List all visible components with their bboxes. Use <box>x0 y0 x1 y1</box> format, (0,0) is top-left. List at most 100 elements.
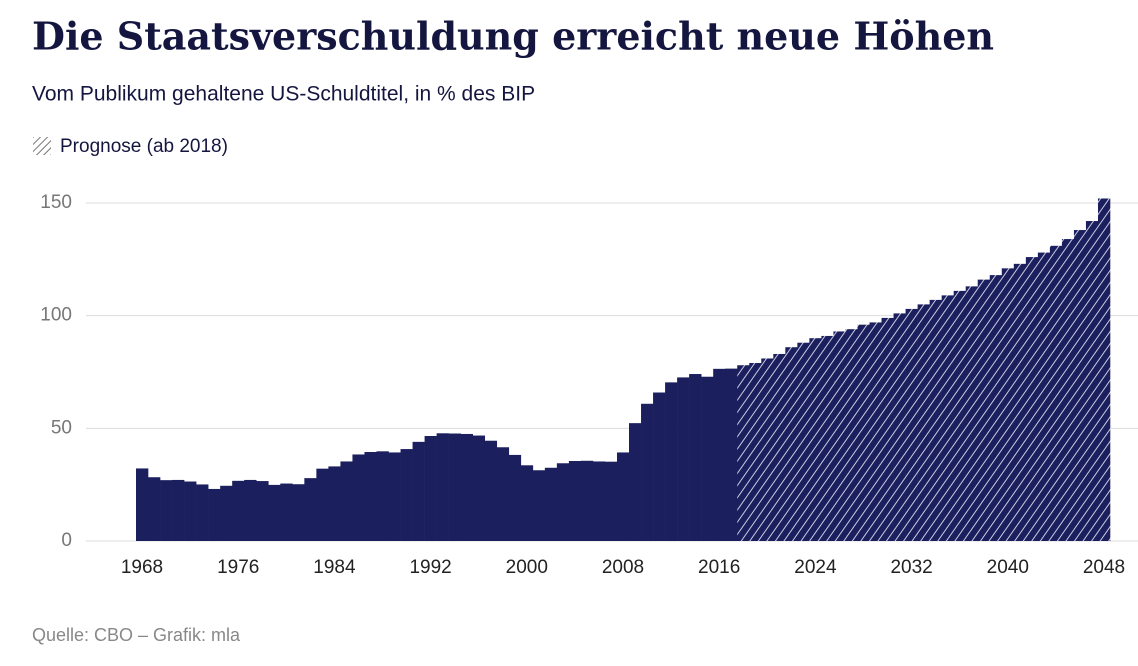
y-tick-label: 0 <box>61 530 72 551</box>
x-tick-label: 1976 <box>217 557 259 578</box>
bar <box>400 449 413 541</box>
bar <box>737 365 750 541</box>
x-tick-label: 2032 <box>890 557 932 578</box>
bar <box>713 368 726 541</box>
x-tick-label: 2008 <box>602 557 644 578</box>
bar <box>869 322 882 541</box>
bar <box>1049 245 1063 541</box>
bar <box>292 484 305 541</box>
bar <box>941 295 954 541</box>
bar <box>364 451 377 541</box>
bar <box>725 368 738 541</box>
bar <box>1037 252 1051 541</box>
bar <box>905 308 918 541</box>
x-tick-label: 2048 <box>1083 557 1125 578</box>
bar <box>821 335 834 541</box>
bar <box>749 362 762 541</box>
chart-title: Die Staatsverschuldung erreicht neue Höh… <box>32 14 994 59</box>
bar <box>1073 230 1087 542</box>
bar <box>665 382 678 541</box>
source: Quelle: CBO – Grafik: mla <box>32 625 241 645</box>
bar <box>172 479 185 541</box>
chart-subtitle: Vom Publikum gehaltene US-Schuldtitel, i… <box>32 83 535 106</box>
bar <box>845 329 858 541</box>
bar <box>352 454 365 541</box>
bar <box>436 433 449 541</box>
bar <box>1097 198 1111 541</box>
bar <box>893 313 906 541</box>
bar <box>677 377 690 541</box>
bar <box>148 477 161 541</box>
x-tick-label: 2040 <box>987 557 1029 578</box>
bar <box>1025 257 1039 541</box>
bar <box>629 423 642 541</box>
x-tick-label: 1984 <box>313 557 356 578</box>
bar <box>917 304 930 541</box>
bar <box>857 324 870 541</box>
bar <box>556 463 570 541</box>
bar <box>592 461 606 541</box>
bar <box>220 485 233 541</box>
bar <box>773 353 786 541</box>
bar <box>977 279 991 541</box>
bar <box>508 454 522 541</box>
bar <box>448 433 461 541</box>
bar <box>304 478 317 541</box>
bar <box>616 452 630 541</box>
bar <box>388 452 401 541</box>
bar <box>1001 268 1015 541</box>
bar <box>965 286 979 541</box>
bar <box>761 358 774 541</box>
bar <box>544 467 558 541</box>
bar <box>953 290 967 541</box>
x-tick-label: 2024 <box>794 557 837 578</box>
bar <box>532 470 546 541</box>
bar <box>881 317 894 541</box>
bar <box>785 347 798 541</box>
bar <box>160 480 173 541</box>
bar <box>797 342 810 541</box>
bar <box>833 331 846 541</box>
bar <box>568 461 582 541</box>
bar <box>232 480 245 541</box>
y-tick-label: 100 <box>40 305 72 326</box>
x-tick-label: 2000 <box>506 557 548 578</box>
bar <box>256 481 269 541</box>
x-tick-label: 1992 <box>409 557 451 578</box>
bar <box>484 440 498 541</box>
bar <box>641 403 654 541</box>
y-tick-label: 50 <box>51 417 72 438</box>
bar <box>1013 263 1027 541</box>
bar <box>268 484 281 541</box>
bar <box>1085 221 1099 541</box>
bar <box>280 483 293 541</box>
bar <box>989 275 1003 541</box>
bar <box>496 447 510 541</box>
legend-label: Prognose (ab 2018) <box>60 136 228 157</box>
bar <box>412 441 425 541</box>
bar <box>316 468 329 541</box>
bar <box>1061 239 1075 541</box>
bar <box>701 376 714 541</box>
bar <box>376 451 389 541</box>
bar <box>328 466 341 541</box>
x-tick-label: 2016 <box>698 557 740 578</box>
bar <box>689 374 702 541</box>
bar <box>653 392 666 541</box>
x-tick-label: 1968 <box>121 557 163 578</box>
bar <box>520 465 534 541</box>
bar <box>136 468 149 541</box>
bar <box>809 338 822 541</box>
bar <box>472 435 486 541</box>
bar <box>196 484 209 541</box>
legend-swatch <box>33 137 51 155</box>
bar <box>424 435 437 541</box>
bar <box>460 433 473 541</box>
y-tick-label: 150 <box>40 192 72 213</box>
bar <box>208 488 221 541</box>
bar <box>184 481 197 541</box>
bar <box>244 479 257 541</box>
bar <box>580 460 594 541</box>
bar <box>340 461 353 541</box>
bar <box>604 461 618 541</box>
